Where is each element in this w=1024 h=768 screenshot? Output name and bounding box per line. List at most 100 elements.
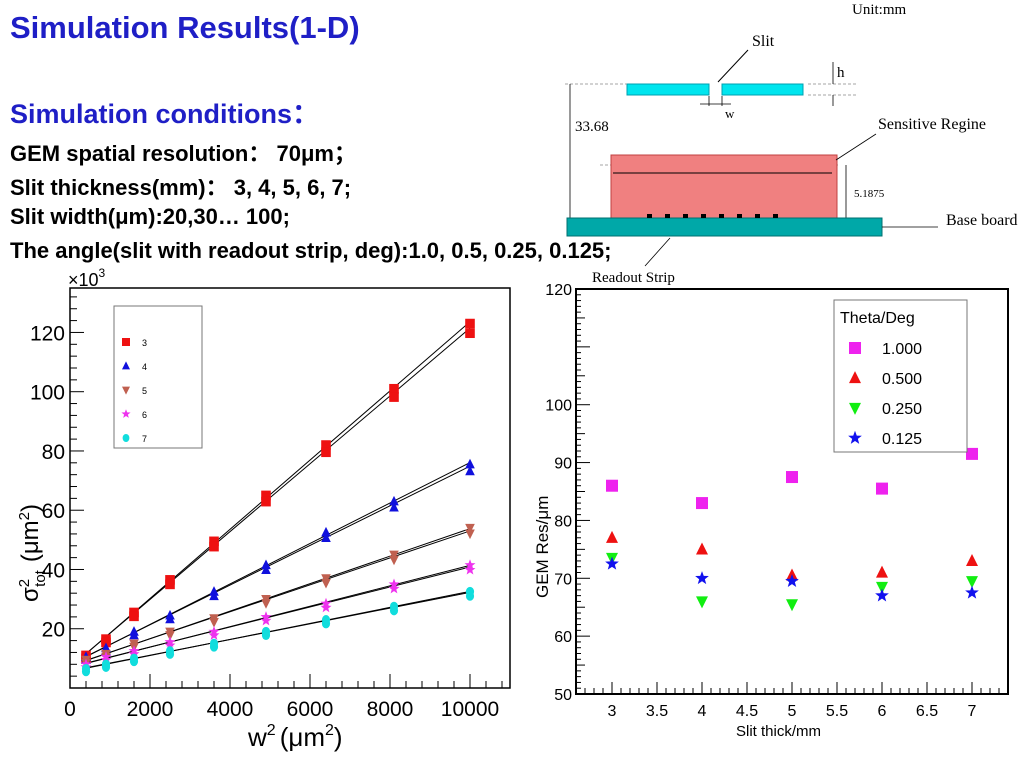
data-point <box>129 629 139 640</box>
data-point <box>465 523 475 534</box>
fit-line <box>85 327 471 655</box>
x-tick-label: 6 <box>878 703 887 720</box>
chart2-legend-items: 1.000 0.500 0.250 0.125 <box>848 341 922 448</box>
data-point <box>696 596 708 609</box>
height-label: 33.68 <box>575 119 609 135</box>
data-point <box>966 576 978 589</box>
chart2-legend-title: Theta/Deg <box>840 310 915 327</box>
data-point <box>695 571 709 585</box>
legend-label: 0.500 <box>882 371 922 388</box>
data-point <box>321 618 331 629</box>
legend-label: 3 <box>142 338 147 348</box>
data-point <box>389 383 399 394</box>
slit-label: Slit <box>752 33 775 50</box>
data-point <box>209 642 219 652</box>
x-tick-label: 4 <box>698 703 707 720</box>
data-point <box>966 554 978 567</box>
legend-marker <box>849 402 861 415</box>
y-tick-label: 70 <box>554 571 572 588</box>
readout-strip <box>773 214 778 218</box>
condition-slit-thickness: Slit thickness(mm)： 3, 4, 5, 6, 7; <box>10 175 352 200</box>
readout-pointer <box>644 237 671 267</box>
condition-slit-width: Slit width(μm):20,30… 100; <box>10 204 290 229</box>
data-point <box>388 582 400 594</box>
data-point <box>209 541 219 552</box>
readout-strip <box>737 214 742 218</box>
chart2-points <box>605 447 979 612</box>
legend-marker <box>849 371 861 384</box>
legend-marker <box>122 434 130 442</box>
sigma-vs-w2-chart: 0 2000 4000 6000 8000 10000 20 40 60 80 100 120 ×10… <box>16 266 511 752</box>
legend-marker <box>848 430 862 444</box>
y-tick-label: 20 <box>42 619 65 642</box>
data-point <box>465 328 475 339</box>
y-tick-label: 60 <box>42 500 65 523</box>
y-tick-label: 80 <box>42 441 65 464</box>
legend-label: 5 <box>142 386 147 396</box>
x-tick-label: 7 <box>968 703 977 720</box>
sensitive-pointer <box>835 133 877 161</box>
chart2-ylabel: GEM Res/μm <box>533 496 552 598</box>
base-board <box>566 217 883 237</box>
chart1-legend <box>113 305 203 449</box>
readout-strip <box>755 214 760 218</box>
x-tick-label: 3 <box>608 703 617 720</box>
data-point <box>321 532 331 543</box>
legend-label: 0.250 <box>882 401 922 418</box>
data-point <box>129 611 139 622</box>
x-tick-label: 4.5 <box>736 703 758 720</box>
readout-strip <box>719 214 724 218</box>
data-point <box>101 662 111 672</box>
data-point <box>875 588 889 602</box>
readout-strip <box>683 214 688 218</box>
sensitive-label: Sensitive Regine <box>878 116 986 133</box>
legend-label: 7 <box>142 434 147 444</box>
chart2-xlabel: Slit thick/mm <box>736 723 821 740</box>
y-tick-label: 40 <box>42 559 65 582</box>
data-point <box>209 618 219 628</box>
data-point <box>389 501 399 512</box>
conditions-heading: Simulation conditions： <box>10 99 319 129</box>
legend-label: 1.000 <box>882 341 922 358</box>
readout-strip <box>701 214 706 218</box>
chart1-points <box>80 318 476 677</box>
x-tick-label: 10000 <box>441 698 499 721</box>
data-point <box>785 573 799 587</box>
legend-label: 0.125 <box>882 431 922 448</box>
data-point <box>389 392 399 402</box>
data-point <box>465 318 475 329</box>
legend-marker <box>122 361 130 370</box>
w-label: w <box>725 106 735 121</box>
y-tick-label: 50 <box>554 687 572 704</box>
y-tick-label: 100 <box>545 398 572 415</box>
legend-label: 4 <box>142 362 147 372</box>
data-point <box>605 556 619 570</box>
data-point <box>81 666 91 677</box>
x-tick-label: 3.5 <box>646 703 668 720</box>
data-point <box>696 497 708 510</box>
x-tick-label: 5.5 <box>826 703 848 720</box>
data-point <box>208 629 220 640</box>
y-tick-label: 100 <box>30 382 65 405</box>
data-point <box>321 578 331 589</box>
data-point <box>465 529 475 540</box>
data-point <box>165 649 175 659</box>
data-point <box>389 495 399 506</box>
y-tick-label: 120 <box>545 282 572 299</box>
fit-line <box>85 465 471 657</box>
data-point <box>209 590 219 601</box>
legend-marker <box>122 338 130 346</box>
chart1-frame <box>69 287 511 689</box>
data-point <box>261 496 271 507</box>
data-point <box>320 601 332 613</box>
chart1-fit-lines <box>85 321 471 669</box>
data-point <box>465 591 475 601</box>
data-point <box>321 440 331 450</box>
legend-label: 6 <box>142 410 147 420</box>
chart1-legend-items: 3 4 5 6 7 <box>121 338 147 444</box>
data-point <box>606 530 618 543</box>
data-point <box>165 579 175 590</box>
data-point <box>261 599 271 609</box>
data-point <box>209 536 219 547</box>
data-point <box>786 471 798 484</box>
